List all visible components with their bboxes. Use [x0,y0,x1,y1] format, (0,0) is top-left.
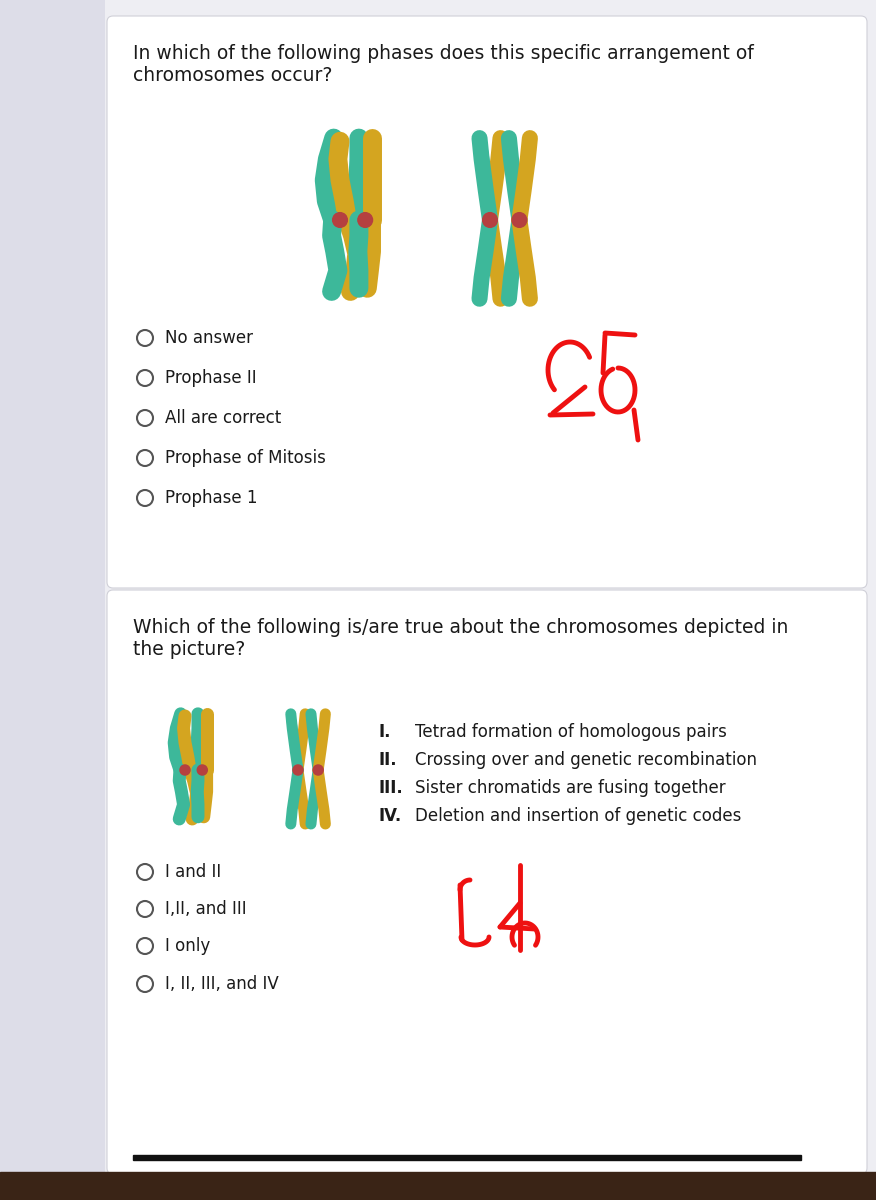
Circle shape [197,764,208,775]
Text: I.: I. [378,722,391,740]
Text: Deletion and insertion of genetic codes: Deletion and insertion of genetic codes [415,806,741,826]
Text: I only: I only [165,937,210,955]
Text: the picture?: the picture? [133,640,245,659]
Text: II.: II. [378,751,397,769]
Circle shape [512,212,526,227]
FancyBboxPatch shape [107,590,867,1174]
Circle shape [180,764,190,775]
Circle shape [313,764,323,775]
Text: III.: III. [378,779,403,797]
Text: No answer: No answer [165,329,253,347]
Text: Prophase 1: Prophase 1 [165,490,258,506]
FancyBboxPatch shape [107,16,867,588]
Circle shape [483,212,498,227]
Text: All are correct: All are correct [165,409,281,427]
Text: Prophase II: Prophase II [165,370,257,386]
Text: Tetrad formation of homologous pairs: Tetrad formation of homologous pairs [415,722,727,740]
Text: I and II: I and II [165,863,222,881]
FancyBboxPatch shape [0,0,105,1200]
Text: Sister chromatids are fusing together: Sister chromatids are fusing together [415,779,725,797]
Text: Which of the following is/are true about the chromosomes depicted in: Which of the following is/are true about… [133,618,788,637]
Text: I,II, and III: I,II, and III [165,900,247,918]
Circle shape [293,764,303,775]
Text: Crossing over and genetic recombination: Crossing over and genetic recombination [415,751,757,769]
Text: I, II, III, and IV: I, II, III, and IV [165,974,279,994]
Text: IV.: IV. [378,806,401,826]
Text: In which of the following phases does this specific arrangement of: In which of the following phases does th… [133,44,753,62]
Bar [0,1172,876,1200]
Circle shape [333,212,348,227]
Circle shape [358,212,372,227]
Text: Prophase of Mitosis: Prophase of Mitosis [165,449,326,467]
Text: chromosomes occur?: chromosomes occur? [133,66,332,85]
Bar [133,1154,801,1160]
